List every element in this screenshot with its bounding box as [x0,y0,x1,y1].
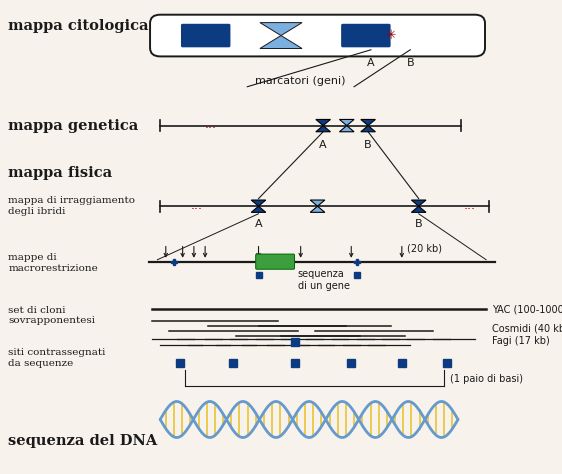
Polygon shape [260,36,302,48]
Text: mappe di
macrorestrizione: mappe di macrorestrizione [8,254,98,273]
FancyBboxPatch shape [256,254,294,269]
Text: set di cloni
sovrapponentesi: set di cloni sovrapponentesi [8,306,96,325]
Text: Fagi (17 kb): Fagi (17 kb) [492,336,550,346]
Text: A: A [255,219,262,229]
Text: B: B [364,140,372,150]
Text: mappa di irraggiamento
degli ibridi: mappa di irraggiamento degli ibridi [8,197,135,216]
Polygon shape [316,119,330,126]
Text: A: A [367,58,375,68]
Text: ...: ... [191,199,203,212]
FancyBboxPatch shape [341,24,391,47]
Text: sequenza
di un gene: sequenza di un gene [298,269,350,291]
Polygon shape [260,23,302,36]
Text: B: B [406,58,414,68]
Text: B: B [415,219,423,229]
Text: ...: ... [205,118,217,131]
Text: siti contrassegnati
da sequenze: siti contrassegnati da sequenze [8,348,106,367]
Text: A: A [319,140,327,150]
Text: ...: ... [463,199,475,212]
FancyBboxPatch shape [150,15,485,56]
Text: (1 paio di basi): (1 paio di basi) [450,374,523,384]
Polygon shape [361,119,375,126]
Text: YAC (100-1000 kb): YAC (100-1000 kb) [492,304,562,314]
Polygon shape [316,126,330,132]
Text: (20 kb): (20 kb) [407,243,442,253]
Polygon shape [411,200,426,206]
Polygon shape [361,126,375,132]
Polygon shape [411,206,426,212]
Text: marcatori (geni): marcatori (geni) [255,75,346,86]
Polygon shape [251,206,266,212]
Text: ✳: ✳ [386,29,396,42]
Text: Cosmidi (40 kb): Cosmidi (40 kb) [492,323,562,334]
Text: mappa genetica: mappa genetica [8,118,139,133]
Text: mappa citologica: mappa citologica [8,19,149,33]
Polygon shape [339,126,354,132]
Polygon shape [310,206,325,212]
Polygon shape [310,200,325,206]
Polygon shape [339,119,354,126]
Text: sequenza del DNA: sequenza del DNA [8,434,158,448]
Polygon shape [251,200,266,206]
FancyBboxPatch shape [181,24,230,47]
Text: mappa fisica: mappa fisica [8,166,112,180]
